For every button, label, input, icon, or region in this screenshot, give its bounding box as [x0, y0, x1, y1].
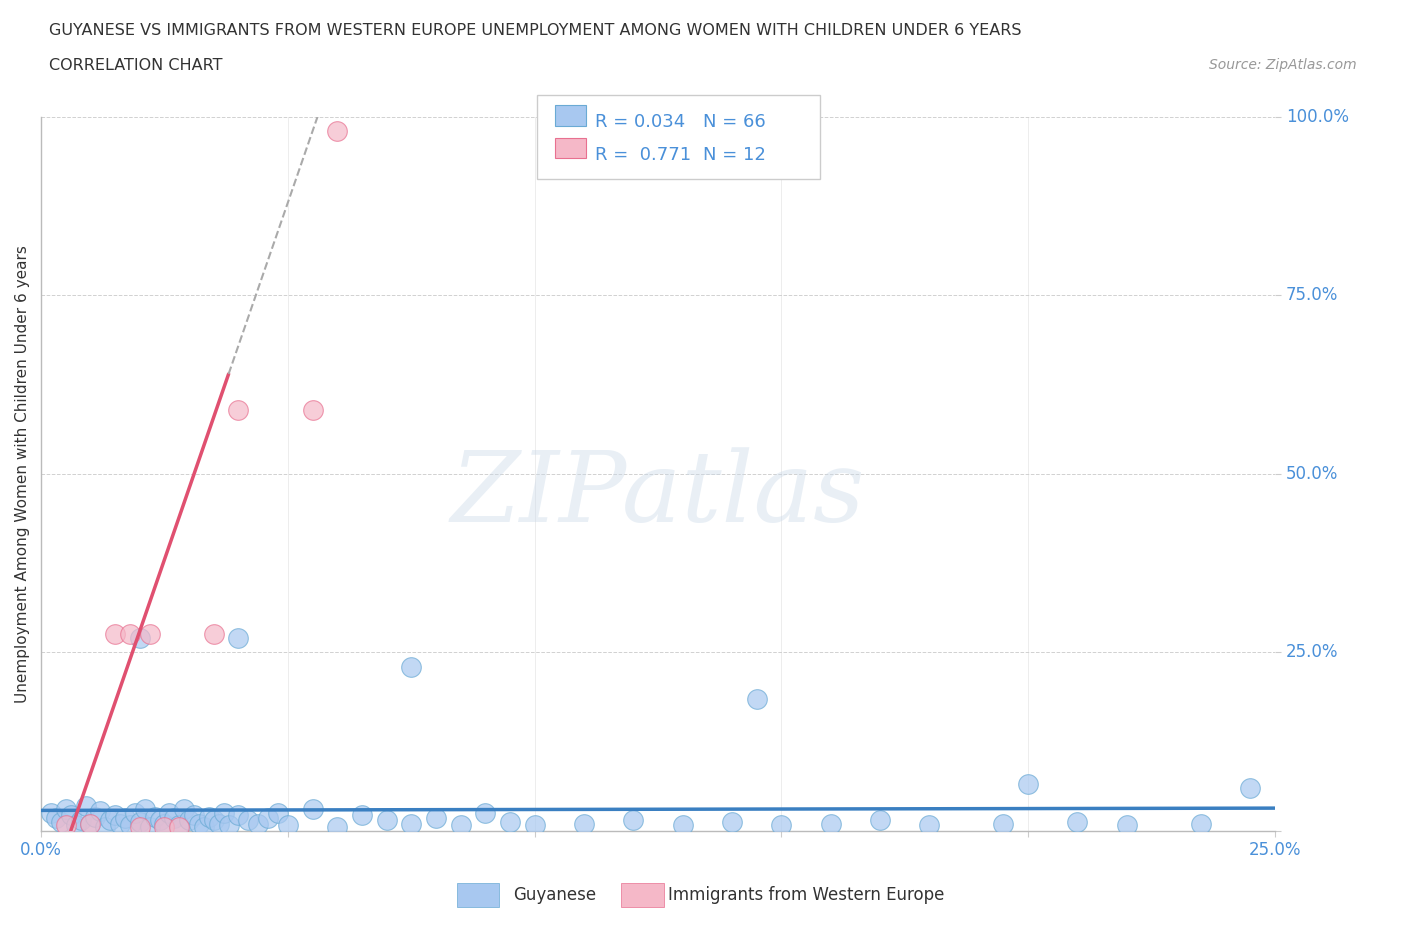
- Point: [157, 805, 180, 820]
- Point: [143, 809, 166, 824]
- Point: [671, 817, 693, 832]
- Text: ZIPatlas: ZIPatlas: [451, 447, 865, 543]
- Point: [114, 811, 136, 826]
- Point: [75, 798, 97, 813]
- Point: [128, 631, 150, 645]
- Point: [198, 809, 221, 824]
- Point: [572, 817, 595, 831]
- Point: [202, 813, 225, 828]
- Point: [993, 817, 1015, 831]
- Point: [69, 813, 91, 828]
- Point: [89, 804, 111, 818]
- Point: [523, 817, 546, 832]
- Point: [79, 817, 101, 831]
- Point: [79, 817, 101, 831]
- Point: [179, 813, 201, 828]
- Text: 75.0%: 75.0%: [1286, 286, 1339, 304]
- Point: [65, 817, 87, 832]
- Point: [183, 807, 205, 822]
- Point: [169, 817, 191, 832]
- Point: [450, 817, 472, 832]
- Point: [1239, 780, 1261, 795]
- Point: [238, 813, 260, 828]
- Point: [153, 819, 176, 834]
- Point: [148, 813, 170, 828]
- Point: [193, 819, 215, 834]
- Point: [1189, 817, 1212, 831]
- Point: [399, 659, 422, 674]
- Point: [375, 813, 398, 828]
- Point: [104, 627, 127, 642]
- Point: [55, 817, 77, 832]
- Point: [163, 811, 186, 826]
- Point: [118, 627, 141, 642]
- Point: [301, 802, 323, 817]
- Point: [745, 691, 768, 706]
- Point: [425, 811, 447, 826]
- Text: GUYANESE VS IMMIGRANTS FROM WESTERN EUROPE UNEMPLOYMENT AMONG WOMEN WITH CHILDRE: GUYANESE VS IMMIGRANTS FROM WESTERN EURO…: [49, 23, 1022, 38]
- Point: [84, 809, 107, 824]
- Point: [228, 807, 250, 822]
- Point: [918, 817, 941, 832]
- Point: [499, 815, 522, 830]
- Point: [277, 817, 299, 832]
- Point: [218, 817, 240, 832]
- Text: Guyanese: Guyanese: [513, 885, 596, 904]
- Point: [301, 402, 323, 417]
- Point: [94, 819, 117, 834]
- Point: [1017, 777, 1039, 791]
- Point: [55, 802, 77, 817]
- Point: [128, 815, 150, 830]
- Point: [228, 631, 250, 645]
- Point: [399, 817, 422, 831]
- Text: 50.0%: 50.0%: [1286, 465, 1339, 483]
- Text: N = 12: N = 12: [703, 146, 766, 164]
- Point: [134, 802, 156, 817]
- Point: [869, 813, 891, 828]
- Point: [326, 819, 349, 834]
- Point: [247, 817, 270, 831]
- Point: [1115, 817, 1137, 832]
- Point: [1066, 815, 1088, 830]
- Point: [820, 817, 842, 831]
- Point: [770, 817, 793, 832]
- Point: [138, 627, 160, 642]
- Point: [104, 807, 127, 822]
- Text: R =  0.771: R = 0.771: [595, 146, 690, 164]
- Point: [721, 815, 744, 830]
- Point: [188, 817, 211, 831]
- Text: CORRELATION CHART: CORRELATION CHART: [49, 58, 222, 73]
- Point: [49, 815, 72, 830]
- Text: N = 66: N = 66: [703, 113, 766, 130]
- Point: [208, 817, 231, 831]
- Text: Source: ZipAtlas.com: Source: ZipAtlas.com: [1209, 58, 1357, 72]
- Point: [212, 805, 235, 820]
- Point: [621, 813, 644, 828]
- Point: [39, 805, 62, 820]
- Point: [153, 817, 176, 831]
- Point: [124, 805, 146, 820]
- Point: [267, 805, 290, 820]
- Text: 25.0%: 25.0%: [1286, 644, 1339, 661]
- Y-axis label: Unemployment Among Women with Children Under 6 years: Unemployment Among Women with Children U…: [15, 245, 30, 703]
- Point: [59, 807, 82, 822]
- Point: [128, 819, 150, 834]
- Point: [202, 627, 225, 642]
- Text: Immigrants from Western Europe: Immigrants from Western Europe: [668, 885, 945, 904]
- Point: [98, 813, 121, 828]
- Point: [350, 807, 373, 822]
- Point: [108, 817, 131, 831]
- Point: [138, 819, 160, 834]
- Point: [169, 819, 191, 834]
- Point: [326, 124, 349, 139]
- Text: R = 0.034: R = 0.034: [595, 113, 685, 130]
- Point: [228, 402, 250, 417]
- Point: [118, 817, 141, 832]
- Point: [173, 802, 195, 817]
- Text: 100.0%: 100.0%: [1286, 108, 1348, 126]
- Point: [45, 811, 67, 826]
- Point: [257, 811, 280, 826]
- Point: [474, 805, 496, 820]
